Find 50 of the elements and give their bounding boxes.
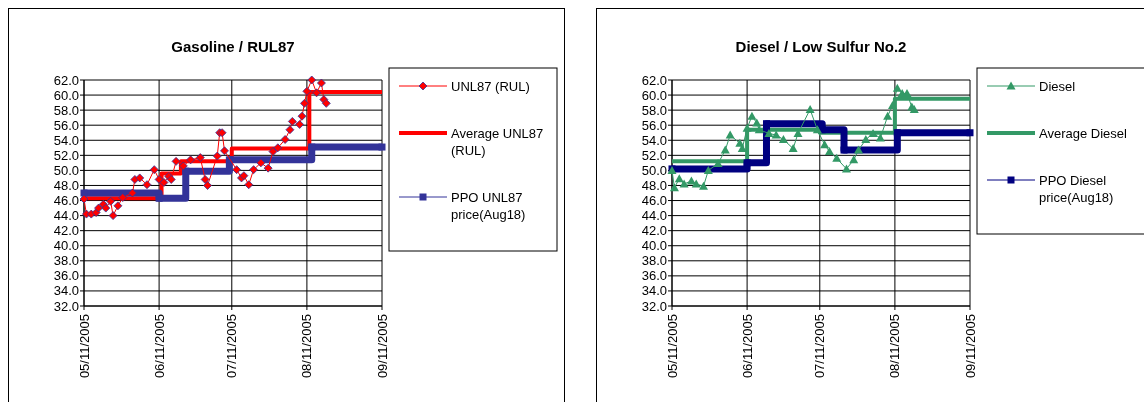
chart-title: Gasoline / RUL87	[171, 38, 295, 55]
y-tick-label: 38.0	[641, 253, 667, 269]
x-tick-label: 07/11/2005	[224, 314, 240, 379]
y-tick-label: 40.0	[53, 238, 79, 254]
y-tick-label: 52.0	[641, 147, 667, 163]
legend-label: Average Diesel	[1039, 125, 1128, 141]
legend-label: Average UNL87 (RUL)	[451, 125, 544, 158]
x-tick-label: 06/11/2005	[739, 314, 755, 379]
y-tick-label: 46.0	[641, 193, 667, 209]
legend-label: PPO Diesel price(Aug18)	[1039, 172, 1114, 205]
y-tick-label: 60.0	[641, 87, 667, 103]
legend-label: PPO UNL87 price(Aug18)	[451, 189, 526, 222]
y-tick-label: 58.0	[53, 102, 79, 118]
y-tick-label: 56.0	[641, 117, 667, 133]
y-tick-label: 60.0	[53, 87, 79, 103]
y-tick-label: 34.0	[641, 283, 667, 299]
y-tick-label: 46.0	[53, 193, 79, 209]
y-tick-label: 54.0	[53, 132, 79, 148]
y-tick-label: 38.0	[53, 253, 79, 269]
y-tick-label: 54.0	[641, 132, 667, 148]
y-tick-label: 62.0	[641, 72, 667, 88]
y-tick-label: 44.0	[641, 208, 667, 224]
x-tick-label: 05/11/2005	[664, 314, 680, 379]
y-tick-label: 32.0	[641, 298, 667, 314]
y-tick-label: 36.0	[641, 268, 667, 284]
x-tick-label: 05/11/2005	[76, 314, 92, 379]
y-tick-label: 44.0	[53, 208, 79, 224]
y-tick-label: 40.0	[641, 238, 667, 254]
x-tick-label: 07/11/2005	[812, 314, 828, 379]
y-tick-label: 56.0	[53, 117, 79, 133]
x-tick-label: 08/11/2005	[887, 314, 903, 379]
y-tick-label: 48.0	[53, 178, 79, 194]
y-tick-label: 32.0	[53, 298, 79, 314]
chart-title: Diesel / Low Sulfur No.2	[735, 38, 907, 55]
y-tick-label: 48.0	[641, 178, 667, 194]
y-tick-label: 42.0	[53, 223, 79, 239]
x-tick-label: 09/11/2005	[962, 314, 978, 379]
x-tick-label: 06/11/2005	[151, 314, 167, 379]
legend-label: Diesel	[1039, 78, 1076, 94]
y-tick-label: 34.0	[53, 283, 79, 299]
legend-label: UNL87 (RUL)	[451, 78, 530, 94]
y-tick-label: 50.0	[641, 162, 667, 178]
y-tick-label: 62.0	[53, 72, 79, 88]
y-tick-label: 42.0	[641, 223, 667, 239]
y-tick-label: 52.0	[53, 147, 79, 163]
y-tick-label: 50.0	[53, 162, 79, 178]
y-tick-label: 58.0	[641, 102, 667, 118]
y-tick-label: 36.0	[53, 268, 79, 284]
x-tick-label: 08/11/2005	[299, 314, 315, 379]
x-tick-label: 09/11/2005	[374, 314, 390, 379]
